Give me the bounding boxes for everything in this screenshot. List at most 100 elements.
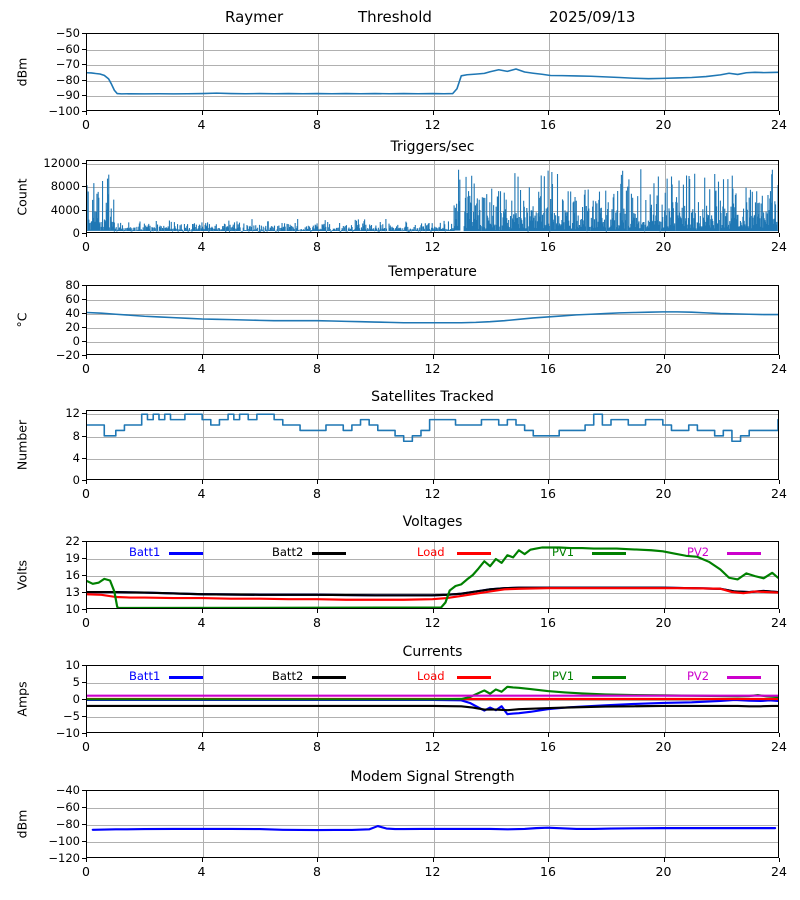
gridline-v — [664, 286, 666, 354]
legend-label-pv2: PV2 — [687, 669, 710, 683]
x-tick-mark — [317, 233, 318, 237]
x-tick-mark — [779, 480, 780, 484]
y-tick-mark — [82, 95, 86, 97]
x-tick-label: 24 — [771, 864, 787, 879]
gridline-h — [87, 342, 778, 343]
legend-swatch-pv1 — [592, 552, 626, 555]
gridline-v — [664, 542, 666, 608]
y-tick-mark — [82, 341, 86, 342]
y-tick-mark — [82, 575, 86, 576]
y-tick-mark — [82, 480, 86, 481]
trace-Batt1 — [87, 698, 778, 716]
legend-swatch-pv1 — [592, 676, 626, 679]
x-tick-mark — [317, 480, 318, 484]
gridline-h — [87, 458, 778, 460]
gridline-v — [433, 411, 435, 479]
y-tick-label: 5 — [72, 675, 80, 689]
legend-currents: Batt1 Batt2 Load PV1 PV2 — [87, 669, 778, 686]
y-tick-label: 40 — [65, 306, 80, 320]
trace-group-modem — [91, 824, 777, 832]
y-tick-label: 0 — [72, 226, 80, 240]
y-tick-label: −100 — [48, 834, 80, 848]
header-date: 2025/09/13 — [549, 8, 636, 26]
x-tick-label: 16 — [540, 615, 556, 630]
chart-title-modem: Modem Signal Strength — [350, 769, 515, 785]
y-tick-label: 60 — [65, 292, 80, 306]
gridline-h — [87, 300, 778, 301]
x-tick-label: 8 — [313, 486, 321, 501]
x-tick-mark — [86, 480, 87, 484]
gridline-h — [87, 576, 778, 577]
gridline-v — [318, 791, 319, 857]
x-tick-label: 20 — [655, 615, 672, 630]
trace-group-satellites — [87, 413, 778, 442]
trace-count — [113, 218, 455, 232]
gridline-h — [87, 49, 778, 51]
x-tick-label: 4 — [197, 486, 206, 501]
gridline-h — [87, 96, 778, 98]
y-tick-mark — [82, 541, 86, 542]
panel-triggers: Triggers/sec 0 4000 8000 12000 0 4 8 12 16 20 24 Cou… — [0, 139, 800, 263]
y-axis-title-satellites: Number — [14, 419, 30, 471]
panel-satellites: Satellites Tracked 0 4 8 12 0 4 8 12 16 20 24 Number — [0, 389, 800, 510]
plot-area-modem — [86, 790, 779, 858]
gridline-v — [318, 411, 319, 479]
y-tick-mark — [82, 48, 86, 50]
chart-title-triggers: Triggers/sec — [390, 139, 475, 155]
gridline-h — [87, 163, 778, 165]
y-tick-label: −120 — [48, 851, 80, 865]
x-tick-label: 4 — [197, 361, 206, 376]
gridline-v — [664, 791, 666, 857]
y-tick-mark — [82, 186, 86, 188]
panel-threshold: −100 −90 −80 −70 −60 −50 0 4 8 12 16 20 24 dBm — [0, 14, 800, 141]
x-tick-mark — [548, 609, 549, 613]
header-mode: Threshold — [358, 8, 432, 26]
trace-Batt2 — [87, 704, 778, 712]
gridline-v — [318, 161, 319, 232]
x-tick-mark — [548, 355, 549, 359]
y-tick-label: 10 — [65, 658, 80, 672]
x-tick-label: 12 — [424, 486, 441, 501]
gridline-h — [87, 187, 778, 189]
y-tick-label: −5 — [63, 709, 80, 723]
gridline-h — [87, 825, 778, 826]
gridline-h — [87, 842, 778, 843]
y-tick-mark — [82, 558, 86, 559]
x-tick-mark — [432, 733, 434, 737]
gridline-v — [549, 286, 550, 354]
gridline-v — [549, 542, 550, 608]
x-tick-label: 24 — [771, 739, 787, 754]
x-tick-label: 20 — [655, 486, 672, 501]
x-tick-label: 12 — [424, 615, 441, 630]
header-site: Raymer — [225, 8, 284, 26]
x-tick-label: 8 — [313, 864, 321, 879]
x-tick-mark — [201, 111, 203, 115]
legend-swatch-batt1 — [169, 552, 203, 555]
page-header: Raymer Threshold 2025/09/13 — [0, 8, 800, 30]
gridline-v — [433, 34, 435, 110]
y-tick-mark — [82, 665, 86, 666]
y-tick-mark — [82, 79, 86, 81]
y-tick-label: −50 — [55, 26, 80, 40]
y-tick-label: −20 — [55, 348, 80, 362]
x-tick-label: 4 — [197, 239, 206, 254]
plot-area-satellites — [86, 410, 779, 480]
x-tick-label: 8 — [313, 239, 321, 254]
y-tick-label: −40 — [55, 783, 80, 797]
y-tick-label: 12000 — [43, 155, 80, 170]
y-tick-mark — [82, 162, 86, 164]
x-tick-label: 16 — [540, 117, 556, 132]
gridline-h — [87, 593, 778, 594]
gridline-v — [433, 161, 435, 232]
gridline-v — [549, 411, 550, 479]
x-tick-label: 16 — [540, 361, 556, 376]
x-tick-mark — [663, 233, 665, 237]
y-tick-label: 10 — [65, 602, 80, 616]
y-tick-mark — [82, 299, 86, 300]
x-tick-mark — [201, 609, 203, 613]
gridline-h — [87, 414, 778, 416]
y-tick-mark — [82, 285, 86, 286]
y-tick-label: 13 — [65, 585, 80, 599]
y-tick-label: 19 — [65, 551, 80, 565]
legend-swatch-load — [457, 552, 491, 555]
